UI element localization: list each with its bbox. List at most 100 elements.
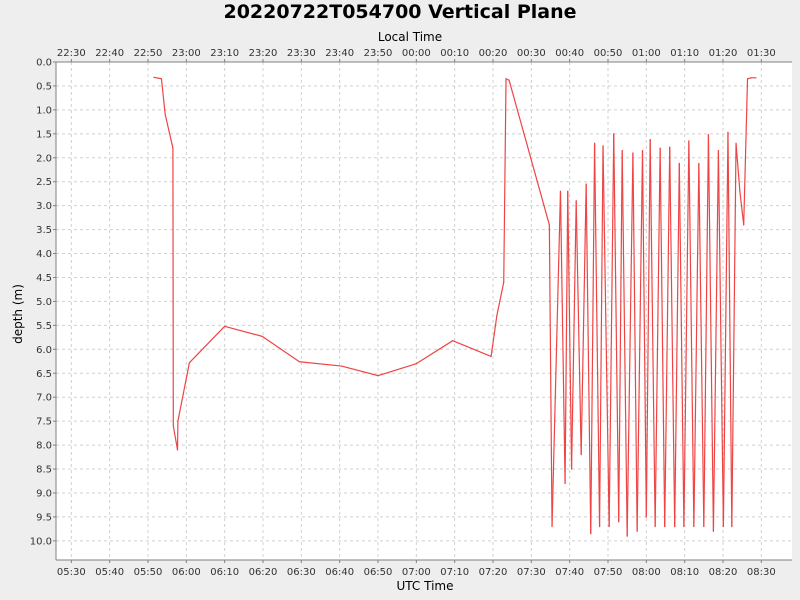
series-segment bbox=[177, 362, 190, 422]
y-tick-label: 0.0 bbox=[36, 58, 52, 69]
axes bbox=[53, 59, 792, 563]
series-segment bbox=[590, 142, 596, 535]
series-segment bbox=[636, 149, 644, 532]
y-tick-label: 6.5 bbox=[36, 369, 52, 380]
x2-tick-label: 00:40 bbox=[555, 48, 584, 59]
series-segment bbox=[377, 363, 417, 377]
y-tick-label: 7.5 bbox=[36, 417, 52, 428]
series-segment bbox=[659, 147, 666, 528]
series-segment bbox=[575, 200, 582, 456]
x2-tick-label: 00:10 bbox=[440, 48, 469, 59]
series-segment bbox=[746, 77, 752, 80]
x-tick-label: 06:40 bbox=[325, 567, 354, 578]
x2-axis-label: Local Time bbox=[378, 30, 442, 44]
series-segment bbox=[743, 78, 749, 226]
series-segment bbox=[727, 131, 733, 528]
series-segment bbox=[731, 142, 737, 528]
x-tick-label: 08:30 bbox=[747, 567, 776, 578]
series-segment bbox=[649, 138, 656, 528]
series-segment bbox=[674, 162, 680, 528]
x2-tick-label: 00:30 bbox=[517, 48, 546, 59]
series-segment bbox=[645, 138, 651, 518]
x-tick-label: 06:30 bbox=[287, 567, 316, 578]
y-tick-label: 5.0 bbox=[36, 297, 52, 308]
series-segment bbox=[188, 325, 226, 364]
series-segment bbox=[664, 146, 671, 528]
y-tick-label: 3.0 bbox=[36, 201, 52, 212]
x2-tick-label: 23:50 bbox=[364, 48, 393, 59]
series-segment bbox=[160, 78, 166, 116]
y-tick-label: 2.0 bbox=[36, 153, 52, 164]
series-segment bbox=[678, 162, 685, 528]
series-segment bbox=[593, 142, 601, 528]
series-segment bbox=[641, 149, 647, 518]
y-tick-label: 4.0 bbox=[36, 249, 52, 260]
y-tick-label: 0.5 bbox=[36, 81, 52, 92]
x2-tick-label: 23:10 bbox=[210, 48, 239, 59]
series-segment bbox=[669, 146, 676, 528]
x-tick-label: 07:10 bbox=[440, 567, 469, 578]
x-tick-label: 07:20 bbox=[479, 567, 508, 578]
series-segment bbox=[164, 114, 174, 149]
x-tick-label: 06:00 bbox=[172, 567, 201, 578]
y-tick-label: 10.0 bbox=[30, 536, 52, 547]
x2-tick-label: 23:30 bbox=[287, 48, 316, 59]
y-tick-label: 1.5 bbox=[36, 129, 52, 140]
x-tick-label: 06:50 bbox=[364, 567, 393, 578]
series-segment bbox=[224, 325, 263, 337]
y-tick-label: 9.0 bbox=[36, 488, 52, 499]
series-segment bbox=[340, 365, 379, 377]
y-tick-label: 3.5 bbox=[36, 225, 52, 236]
grid bbox=[56, 61, 792, 560]
x2-tick-label: 00:00 bbox=[402, 48, 431, 59]
series-segment bbox=[570, 200, 577, 470]
series-segment bbox=[621, 149, 628, 537]
x2-tick-label: 22:50 bbox=[134, 48, 163, 59]
series-segment bbox=[261, 335, 301, 363]
y-tick-label: 4.5 bbox=[36, 273, 52, 284]
y-tick-label: 6.0 bbox=[36, 345, 52, 356]
series-segment bbox=[688, 140, 695, 528]
series-segment bbox=[717, 149, 724, 528]
tick-labels: 0.0 0.5 1.0 1.5 2.0 2.5 3.0 3.5 4.0 4.5 5.0 5.5 6.0 6… bbox=[30, 48, 776, 578]
series-segment bbox=[551, 190, 562, 528]
series-segment bbox=[618, 149, 623, 523]
series-segment bbox=[496, 281, 505, 317]
series-segment bbox=[415, 340, 454, 365]
series-segment bbox=[608, 133, 615, 528]
y-tick-label: 2.5 bbox=[36, 177, 52, 188]
x-tick-label: 07:30 bbox=[517, 567, 546, 578]
series-segment bbox=[490, 315, 498, 358]
series-segment bbox=[298, 361, 343, 367]
series-segment bbox=[172, 425, 179, 451]
x2-tick-label: 23:40 bbox=[325, 48, 354, 59]
x2-tick-label: 23:00 bbox=[172, 48, 201, 59]
series-segment bbox=[559, 190, 566, 484]
series-segment bbox=[626, 152, 634, 537]
x2-tick-label: 22:30 bbox=[57, 48, 86, 59]
x2-tick-label: 22:40 bbox=[95, 48, 124, 59]
series-segment bbox=[703, 134, 710, 528]
y-tick-label: 8.0 bbox=[36, 441, 52, 452]
x-tick-label: 07:00 bbox=[402, 567, 431, 578]
x2-tick-label: 01:20 bbox=[709, 48, 738, 59]
x-tick-label: 06:20 bbox=[249, 567, 278, 578]
x2-tick-label: 01:10 bbox=[670, 48, 699, 59]
x-tick-label: 08:20 bbox=[709, 567, 738, 578]
y-tick-label: 7.0 bbox=[36, 393, 52, 404]
series-segment bbox=[508, 79, 550, 226]
x-tick-label: 05:50 bbox=[134, 567, 163, 578]
series-segment bbox=[698, 162, 705, 528]
x-tick-label: 07:50 bbox=[594, 567, 623, 578]
x-tick-label: 05:40 bbox=[95, 567, 124, 578]
y-tick-label: 9.5 bbox=[36, 512, 52, 523]
x-tick-label: 05:30 bbox=[57, 567, 86, 578]
series-segment bbox=[693, 162, 700, 528]
x2-tick-label: 00:20 bbox=[479, 48, 508, 59]
series-segment bbox=[613, 133, 620, 523]
series-segment bbox=[632, 152, 638, 532]
series-segment bbox=[712, 149, 720, 532]
series-segment bbox=[707, 134, 715, 532]
x-axis-label: UTC Time bbox=[397, 579, 454, 593]
